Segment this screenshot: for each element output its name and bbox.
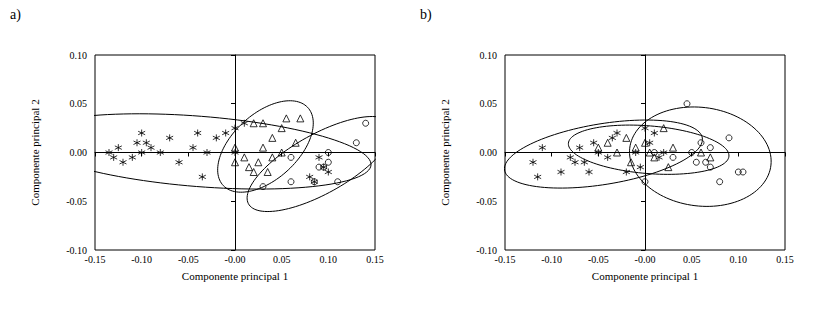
svg-text:-0.10: -0.10 [541, 254, 562, 265]
svg-text:0.05: 0.05 [273, 254, 291, 265]
svg-text:0.00: 0.00 [480, 147, 498, 158]
svg-text:Componente principal 2: Componente principal 2 [29, 99, 41, 205]
svg-text:0.15: 0.15 [366, 254, 384, 265]
svg-text:-0.15: -0.15 [85, 254, 106, 265]
svg-text:b): b) [420, 7, 432, 23]
svg-text:-0.05: -0.05 [476, 196, 497, 207]
svg-text:-0.05: -0.05 [66, 196, 87, 207]
svg-text:0.10: 0.10 [70, 50, 88, 61]
svg-text:0.00: 0.00 [70, 147, 88, 158]
svg-text:0.10: 0.10 [480, 50, 498, 61]
svg-text:-0.10: -0.10 [476, 244, 497, 256]
svg-text:-0.00: -0.00 [225, 254, 246, 265]
svg-text:0.10: 0.10 [320, 254, 338, 265]
svg-text:Componente principal 1: Componente principal 1 [182, 270, 288, 282]
svg-text:Componente principal 1: Componente principal 1 [592, 270, 698, 282]
svg-text:0.05: 0.05 [480, 98, 498, 109]
svg-text:-0.10: -0.10 [131, 254, 152, 265]
svg-text:Componente principal 2: Componente principal 2 [439, 99, 451, 205]
svg-text:-0.00: -0.00 [635, 254, 656, 265]
svg-text:-0.05: -0.05 [178, 254, 199, 265]
svg-text:-0.05: -0.05 [588, 254, 609, 265]
svg-text:a): a) [10, 7, 21, 23]
svg-text:0.10: 0.10 [730, 254, 748, 265]
svg-text:0.05: 0.05 [683, 254, 701, 265]
svg-text:0.05: 0.05 [70, 98, 88, 109]
svg-text:0.15: 0.15 [776, 254, 794, 265]
svg-text:-0.10: -0.10 [66, 244, 87, 256]
svg-text:-0.15: -0.15 [495, 254, 516, 265]
